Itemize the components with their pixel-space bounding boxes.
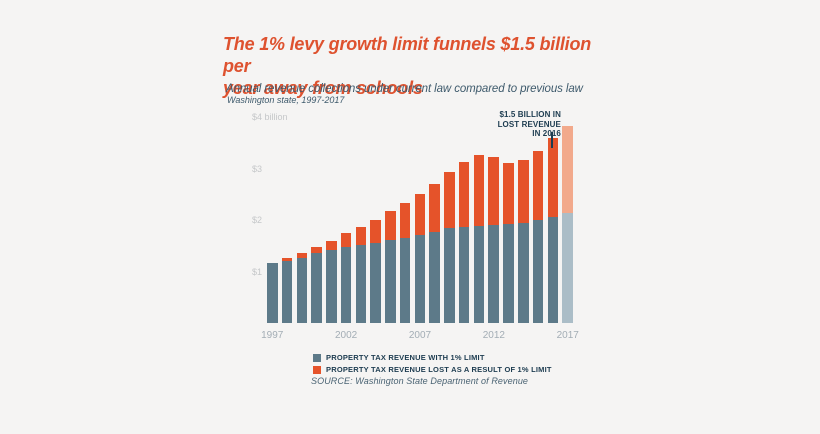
bar-2000-base-segment [311, 252, 322, 323]
legend-swatch-gray [313, 353, 321, 362]
legend-swatch-orange [313, 365, 321, 374]
bar-1999-lost-segment [296, 252, 308, 258]
bar-2014 [518, 117, 529, 323]
y-axis-label-2: $2 [252, 215, 263, 225]
x-axis: 1997 2002 2007 2012 2017 [261, 330, 579, 342]
bar-2006-lost-segment [399, 203, 411, 239]
bar-2005-lost-segment [385, 211, 396, 241]
lost-revenue-annotation: $1.5 BILLION IN LOST REVENUE IN 2016 [471, 110, 561, 139]
chart-subtitle: Annual revenue collections under current… [226, 83, 583, 95]
bar-2000 [311, 117, 322, 323]
annotation-line1: $1.5 BILLION IN [499, 110, 561, 119]
bar-2001 [326, 117, 337, 323]
y-axis-label-4: $4 billion [252, 112, 288, 122]
x-axis-label-2007: 2007 [408, 330, 432, 341]
bar-2015-base-segment [532, 219, 544, 323]
bar-2015-lost-segment [532, 151, 544, 220]
bar-2005-base-segment [385, 240, 396, 323]
bar-2017-base-segment [562, 213, 573, 323]
bar-2016 [547, 117, 559, 323]
bar-2005 [385, 117, 396, 323]
chart-title: The 1% levy growth limit funnels $1.5 bi… [223, 33, 623, 99]
legend-label: PROPERTY TAX REVENUE LOST AS A RESULT OF… [326, 365, 552, 374]
bar-2002-lost-segment [340, 233, 352, 248]
legend-item-with-limit: PROPERTY TAX REVENUE WITH 1% LIMIT [313, 353, 552, 362]
x-axis-label-2017: 2017 [556, 330, 579, 341]
legend-label: PROPERTY TAX REVENUE WITH 1% LIMIT [326, 353, 485, 362]
annotation-tick-mark [551, 132, 553, 148]
bar-2013-lost-segment [503, 162, 514, 224]
bar-2017-lost-segment [562, 125, 573, 214]
y-axis-label-1: $1 [252, 266, 263, 277]
bar-2011-lost-segment [473, 154, 485, 227]
bar-2010-base-segment [458, 227, 470, 323]
x-axis-label-1997: 1997 [261, 330, 284, 341]
bar-2002-base-segment [340, 247, 352, 323]
bar-1998-lost-segment [281, 258, 293, 262]
bar-2010-lost-segment [458, 162, 470, 228]
annotation-line3: IN 2016 [532, 129, 561, 138]
bar-1999-base-segment [296, 257, 308, 323]
bar-2014-base-segment [518, 222, 529, 323]
bar-2006-base-segment [399, 238, 411, 323]
chart-context-line: Washington state, 1997-2017 [227, 95, 345, 105]
bar-2012 [488, 117, 499, 323]
bar-2004-base-segment [370, 242, 381, 323]
bar-2015 [532, 117, 544, 323]
legend-item-lost-revenue: PROPERTY TAX REVENUE LOST AS A RESULT OF… [313, 365, 552, 374]
bar-2003 [355, 117, 367, 323]
bar-2004-lost-segment [370, 219, 381, 243]
source-credit: SOURCE: Washington State Department of R… [311, 376, 529, 386]
bar-2008-base-segment [429, 232, 440, 323]
bar-1997 [267, 117, 278, 323]
bar-2006 [399, 117, 411, 323]
bar-2010 [458, 117, 470, 323]
bar-2012-lost-segment [488, 157, 499, 225]
bar-2008-lost-segment [429, 183, 440, 233]
x-axis-label-2002: 2002 [335, 330, 358, 341]
bar-2007 [414, 117, 426, 323]
bar-2009 [444, 117, 455, 323]
chart-title-line2: year away from schools [223, 78, 423, 98]
x-axis-label-2012: 2012 [482, 330, 505, 341]
bar-2009-base-segment [444, 228, 455, 323]
bar-2017 [562, 117, 573, 323]
bar-2011 [473, 117, 485, 323]
bar-2003-base-segment [355, 244, 367, 323]
bar-1999 [296, 117, 308, 323]
bar-1998-base-segment [281, 261, 293, 323]
bar-plot-area [267, 117, 573, 323]
bar-2016-base-segment [547, 216, 559, 323]
chart-title-line1: The 1% levy growth limit funnels $1.5 bi… [223, 34, 592, 76]
bar-2008 [429, 117, 440, 323]
bar-2001-lost-segment [326, 241, 337, 251]
bar-2013 [503, 117, 514, 323]
legend: PROPERTY TAX REVENUE WITH 1% LIMIT PROPE… [313, 353, 552, 374]
bar-2011-base-segment [473, 226, 485, 323]
bar-2009-lost-segment [444, 172, 455, 229]
bar-2000-lost-segment [311, 247, 322, 253]
bar-2007-base-segment [414, 235, 426, 323]
bar-2016-lost-segment [547, 137, 559, 217]
bar-2003-lost-segment [355, 226, 367, 245]
bar-2007-lost-segment [414, 194, 426, 236]
bar-1997-base-segment [267, 262, 278, 323]
bar-2013-base-segment [503, 223, 514, 323]
bar-2001-base-segment [326, 250, 337, 323]
bar-1998 [281, 117, 293, 323]
annotation-line2: LOST REVENUE [497, 119, 561, 129]
bar-2014-lost-segment [518, 160, 529, 223]
y-axis-label-3: $3 [252, 163, 263, 174]
bar-2002 [340, 117, 352, 323]
bar-2004 [370, 117, 381, 323]
bar-2012-base-segment [488, 224, 499, 323]
